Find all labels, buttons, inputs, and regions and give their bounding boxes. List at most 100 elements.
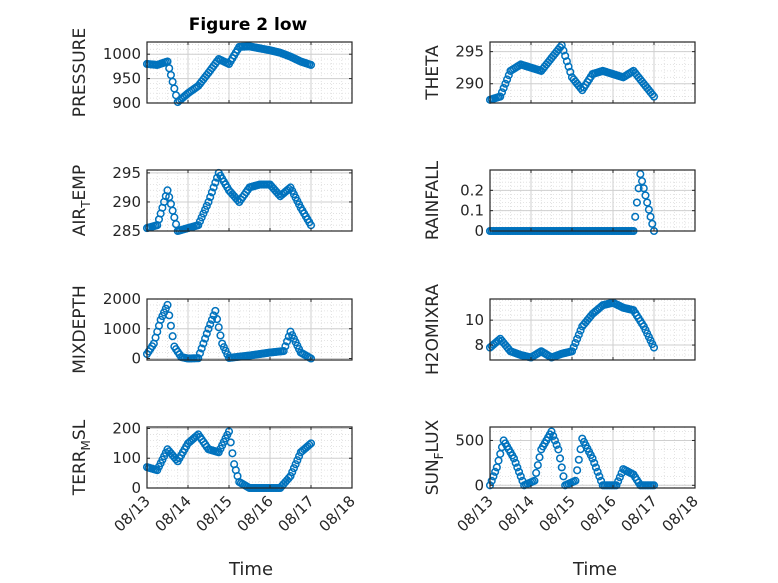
panel-3-data-point bbox=[274, 190, 283, 199]
panel-2-data-point bbox=[648, 90, 657, 99]
panel-8-data-point bbox=[595, 472, 604, 481]
figure-title: Figure 2 low bbox=[189, 15, 308, 35]
panel-8-data-point bbox=[590, 458, 599, 467]
panel-5-y-axis-label: MIXDEPTH bbox=[70, 285, 90, 374]
panel-7-x-tick-label: 08/18 bbox=[316, 492, 359, 535]
panel-8-y-axis-label: SUNFLUX bbox=[423, 419, 446, 495]
panel-8-data-point bbox=[516, 472, 525, 481]
panel-2-data-point bbox=[562, 57, 571, 66]
panel-6-data-point bbox=[569, 343, 578, 352]
panel-3-data-point bbox=[206, 193, 215, 202]
panel-4-data-point bbox=[634, 184, 643, 193]
panel-3-data-point bbox=[204, 197, 213, 206]
panel-8-x-tick-label: 08/15 bbox=[536, 492, 579, 535]
panel-5-y-tick-label: 1000 bbox=[103, 320, 141, 338]
panel-4-data-point bbox=[648, 219, 657, 228]
panel-8-data-point bbox=[588, 454, 597, 463]
panel-4-data-point bbox=[646, 212, 655, 221]
panel-4-data-point bbox=[639, 184, 648, 193]
panel-4-data-point bbox=[632, 198, 641, 207]
panel-5-data-point bbox=[204, 324, 213, 333]
panel-8-data-point bbox=[557, 463, 566, 472]
panel-3-y-tick-label: 295 bbox=[112, 164, 141, 182]
panel-2-data-point bbox=[649, 92, 659, 101]
panel-3-data-point bbox=[199, 209, 208, 218]
panel-7-data-point bbox=[228, 449, 237, 458]
panel-5-data-point bbox=[281, 342, 290, 351]
panel-8-data-point bbox=[573, 466, 582, 475]
panel-3-data-point bbox=[211, 178, 220, 187]
panel-8-data-point bbox=[487, 476, 496, 485]
panel-7-x-tick-label: 08/15 bbox=[193, 492, 236, 535]
panel-4-y-tick-label: 0.2 bbox=[460, 181, 484, 199]
panel-6-data-point bbox=[567, 347, 577, 356]
panel-6-data-point bbox=[573, 334, 582, 343]
panel-3-data-point bbox=[202, 201, 211, 210]
panel-6-axes-frame bbox=[489, 298, 696, 361]
panel-4-data-point bbox=[641, 191, 650, 200]
panel-3-data-point bbox=[197, 213, 206, 222]
panel-7-x-tick-label: 08/16 bbox=[234, 492, 277, 535]
panel-8-x-tick-label: 08/14 bbox=[495, 492, 538, 535]
panel-8-data-point bbox=[547, 427, 556, 436]
panel-8-y-tick-label: 500 bbox=[455, 431, 484, 449]
panel-5-y-tick-label: 0 bbox=[131, 350, 141, 368]
panel-1-y-tick-label: 1000 bbox=[103, 45, 141, 63]
x-axis-label-right: Time bbox=[572, 559, 617, 580]
x-axis-label-left: Time bbox=[228, 559, 273, 580]
panel-4-data-point bbox=[636, 170, 645, 179]
panel-8-data-point bbox=[593, 467, 602, 476]
panel-7-data-point bbox=[291, 460, 300, 469]
panel-5-data-point bbox=[195, 349, 205, 358]
panel-8-data-point bbox=[511, 458, 520, 467]
panel-8-x-tick-label: 08/13 bbox=[454, 492, 497, 535]
panel-5-data-point bbox=[194, 354, 203, 363]
panel-1-y-tick-label: 950 bbox=[112, 70, 141, 88]
panel-8-x-tick-label: 08/16 bbox=[577, 492, 620, 535]
panel-8-data-point bbox=[571, 476, 580, 485]
panel-5-data-point bbox=[202, 329, 211, 338]
panel-8-x-tick-label: 08/17 bbox=[618, 492, 661, 535]
panel-8-axes-frame bbox=[489, 426, 696, 489]
panel-6-data-point bbox=[576, 326, 585, 335]
panel-1-axes-frame bbox=[146, 41, 353, 104]
panel-7-x-tick-label: 08/13 bbox=[111, 492, 154, 535]
panel-8-data-point bbox=[549, 431, 558, 441]
panel-6-y-tick-label: 8 bbox=[474, 336, 484, 354]
panel-7-data-point bbox=[288, 468, 297, 477]
panel-5-data-point bbox=[206, 320, 215, 329]
panel-3-axes-frame bbox=[146, 169, 353, 232]
panel-2-y-axis-label: THETA bbox=[423, 45, 443, 101]
panel-7-data-point bbox=[293, 456, 302, 465]
panel-4-data-point bbox=[643, 198, 652, 207]
panel-8-y-tick-label: 0 bbox=[474, 476, 484, 494]
panel-8-data-point bbox=[552, 440, 561, 449]
panel-3-y-tick-label: 285 bbox=[112, 222, 141, 240]
panel-7-x-tick-label: 08/14 bbox=[152, 492, 195, 535]
panel-2-data-point bbox=[496, 92, 505, 101]
panel-2-data-point bbox=[499, 83, 508, 93]
panel-2-data-point bbox=[566, 67, 575, 77]
panel-4-data-point bbox=[637, 177, 647, 186]
panel-1-data-point bbox=[306, 60, 316, 69]
panel-7-data-point bbox=[284, 474, 293, 483]
panel-4-y-tick-label: 0 bbox=[474, 222, 484, 240]
panel-2-y-tick-label: 290 bbox=[455, 75, 484, 93]
panel-5-data-point bbox=[207, 315, 216, 324]
panel-5-data-point bbox=[211, 306, 220, 315]
panel-8-data-point bbox=[614, 477, 623, 486]
panel-8-data-point bbox=[555, 454, 565, 463]
panel-6-data-point bbox=[571, 338, 580, 348]
panel-5-axes-frame bbox=[146, 298, 353, 361]
panel-6-data-point bbox=[574, 330, 583, 339]
panel-7-y-tick-label: 100 bbox=[112, 449, 141, 467]
panel-8-data-point bbox=[574, 455, 583, 464]
panel-5-data-point bbox=[212, 315, 222, 324]
panel-4-y-tick-label: 0.1 bbox=[460, 202, 484, 220]
panel-3-data-point bbox=[195, 217, 205, 226]
panel-7-axes-frame bbox=[146, 426, 353, 489]
panel-2-data-point bbox=[501, 79, 510, 88]
panel-7-y-axis-label: TERRMSL bbox=[70, 419, 93, 496]
panel-7-data-point bbox=[289, 464, 298, 473]
